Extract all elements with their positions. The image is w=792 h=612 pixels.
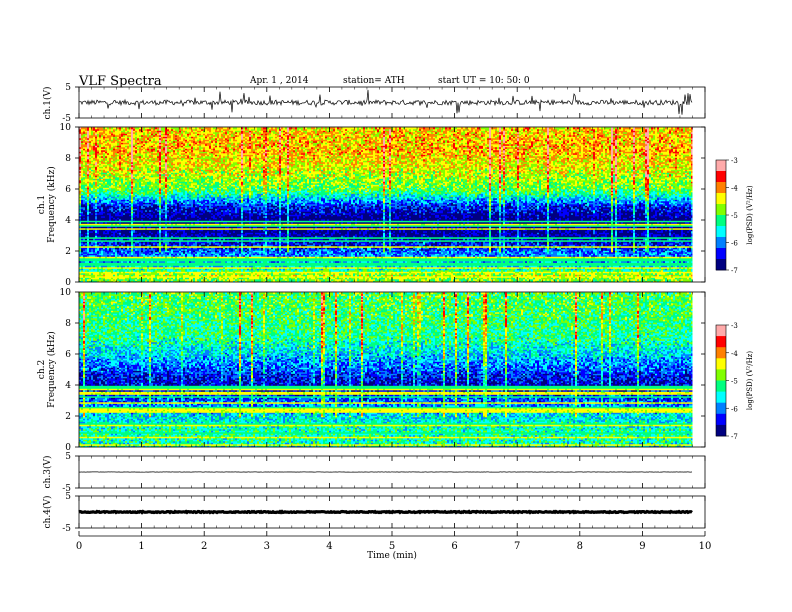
x-tick-label-6: 6 (451, 541, 457, 552)
chart-title: VLF Spectra (79, 74, 162, 89)
ch2-spec-channel-label: ch.2 (37, 360, 47, 379)
ch1-spec-image (79, 127, 693, 283)
start-time-label: start UT = 10: 50: 0 (438, 76, 530, 86)
x-tick-label-5: 5 (389, 541, 395, 552)
ch2-spec-y-tick-label-0: 0 (65, 443, 71, 453)
ch3-y-tick-label-top: 5 (65, 452, 71, 462)
x-tick-label-9: 9 (639, 541, 645, 552)
ch2-spec-y-tick-label-4: 4 (65, 381, 71, 391)
ch2-spec-y-tick-label-6: 6 (65, 350, 71, 360)
ch1-spec-y-tick-label-8: 8 (65, 154, 71, 164)
ch1-y-tick-label-top: 5 (65, 83, 71, 93)
ch1-spec-y-tick-label-0: 0 (65, 278, 71, 288)
ch1-spec-y-tick-label-6: 6 (65, 185, 71, 195)
ch2-spec-y-tick-label-2: 2 (65, 412, 71, 422)
x-tick-label-1: 1 (138, 541, 144, 552)
ch1-spec-colorbar-tick-label--7: -7 (731, 267, 738, 275)
ch1-spec-colorbar-tick-label--4: -4 (731, 185, 738, 193)
ch2-spec-colorbar-tick-label--3: -3 (731, 322, 738, 330)
ch1-spec-colorbar-label: log(PSD) (V²/Hz) (746, 185, 754, 244)
x-tick-label-4: 4 (326, 541, 332, 552)
ch1-spec-colorbar-tick-label--5: -5 (731, 212, 738, 220)
ch1-trace (78, 89, 693, 115)
ch1-spec-colorbar (716, 160, 726, 271)
ch2-spec-frequency-label: Frequency (kHz) (46, 331, 57, 408)
ch2-spec-colorbar-tick-label--6: -6 (731, 405, 738, 413)
ch3-y-tick-label-bottom: -5 (62, 484, 71, 494)
ch4-y-label: ch.4(V) (42, 496, 53, 529)
ch2-spec-colorbar-tick-label--7: -7 (731, 433, 738, 441)
ch1-spec-y-tick-label-4: 4 (65, 216, 71, 226)
ch1-spec-colorbar-tick-label--3: -3 (731, 157, 738, 165)
ch4-y-tick-label-top: 5 (65, 492, 71, 502)
x-tick-label-7: 7 (514, 541, 520, 552)
ch2-spec-image (79, 292, 693, 448)
ch1-spec-colorbar-tick-label--6: -6 (731, 240, 738, 248)
x-tick-label-3: 3 (264, 541, 270, 552)
ch2-spec-colorbar-tick-label--4: -4 (731, 350, 738, 358)
ch1-spec-y-tick-label-10: 10 (60, 123, 72, 133)
ch2-spec-colorbar (716, 325, 726, 437)
ch2-spec-colorbar-label: log(PSD) (V²/Hz) (746, 351, 754, 410)
ch1-y-tick-label-bottom: -5 (62, 114, 71, 124)
x-tick-label-0: 0 (76, 541, 82, 552)
ch1-spec-frequency-label: Frequency (kHz) (46, 166, 57, 243)
date-label: Apr. 1 , 2014 (250, 76, 309, 86)
ch1-spec-y-tick-label-2: 2 (65, 247, 71, 257)
ch2-spec-y-tick-label-10: 10 (60, 288, 72, 298)
ch2-spec-y-tick-label-8: 8 (65, 319, 71, 329)
ch1-spec-channel-label: ch.1 (37, 195, 47, 214)
x-axis-label: Time (min) (367, 550, 417, 561)
ch4-y-tick-label-bottom: -5 (62, 524, 71, 534)
ch3-y-label: ch.3(V) (42, 456, 53, 489)
x-tick-label-8: 8 (577, 541, 583, 552)
ch2-spec-colorbar-tick-label--5: -5 (731, 378, 738, 386)
ch4-trace (78, 509, 693, 515)
x-tick-label-10: 10 (699, 541, 712, 552)
x-tick-label-2: 2 (201, 541, 207, 552)
ch1-y-label: ch.1(V) (42, 87, 53, 120)
station-label: station= ATH (343, 76, 405, 86)
